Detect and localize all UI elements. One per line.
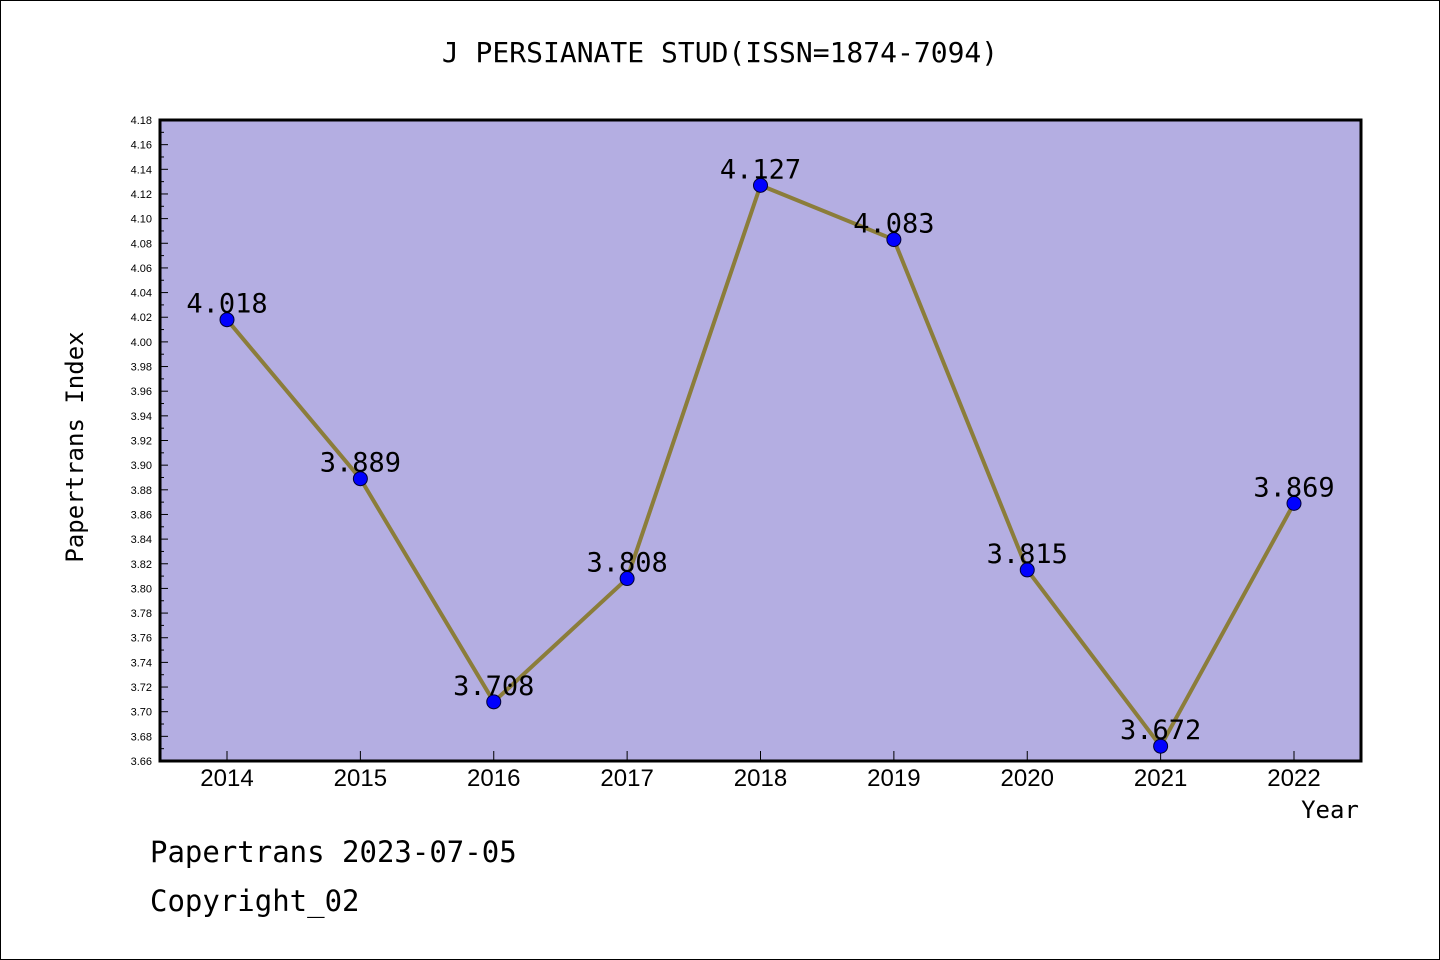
x-tick-label: 2017 (600, 765, 653, 792)
y-axis-title: Papertrans Index (61, 331, 89, 563)
y-axis: 3.66 3.68 3.70 3.72 3.74 3.76 3.78 3.80 3.82 3.84… (131, 115, 168, 768)
data-label: 4.018 (186, 289, 267, 320)
y-tick-label: 3.84 (131, 534, 152, 546)
x-axis: 2014 2015 2016 2017 2018 2019 2020 2021 2022 (200, 751, 1321, 792)
y-tick-label: 3.92 (131, 436, 152, 448)
data-point (753, 177, 768, 193)
y-tick-label: 3.86 (131, 509, 152, 521)
y-tick-label: 4.06 (131, 263, 152, 275)
footer-copyright: Copyright_02 (150, 884, 360, 918)
y-tick-label: 3.80 (131, 583, 152, 595)
y-tick-label: 3.82 (131, 559, 152, 571)
data-point (1153, 738, 1169, 754)
y-tick-label: 4.16 (131, 140, 152, 152)
plot-border (158, 118, 1363, 763)
y-tick-label: 4.04 (131, 288, 152, 300)
y-tick-label: 4.12 (131, 189, 152, 201)
y-tick-label: 4.00 (131, 337, 152, 349)
x-tick-label: 2018 (734, 765, 787, 792)
chart-title: J PERSIANATE STUD(ISSN=1874-7094) (441, 36, 999, 69)
y-tick-label: 4.18 (131, 115, 152, 127)
y-tick-label: 4.10 (131, 214, 152, 226)
y-tick-label: 3.78 (131, 608, 152, 620)
data-point (219, 312, 235, 328)
plot-area (160, 120, 1361, 761)
x-tick-label: 2022 (1267, 765, 1320, 792)
x-axis-title: Year (1301, 796, 1359, 824)
y-tick-label: 3.90 (131, 460, 152, 472)
data-point (886, 232, 902, 248)
data-label: 3.815 (987, 539, 1068, 570)
data-point (352, 471, 368, 487)
y-tick-label: 3.94 (131, 411, 152, 423)
y-tick-label: 3.88 (131, 485, 152, 497)
data-point (1286, 495, 1302, 511)
y-tick-label: 3.98 (131, 362, 152, 374)
data-label: 3.869 (1253, 472, 1334, 503)
data-point (1019, 562, 1035, 578)
data-point (486, 694, 502, 710)
y-tick-label: 3.76 (131, 633, 152, 645)
data-label: 3.672 (1120, 715, 1201, 746)
series-layer: 4.018 3.889 3.708 3.808 4.127 4.083 3.815 3.672… (186, 154, 1335, 754)
y-tick-label: 4.14 (131, 164, 152, 176)
x-tick-label: 2020 (1001, 765, 1054, 792)
x-tick-label: 2014 (200, 765, 253, 792)
x-tick-label: 2016 (467, 765, 520, 792)
y-tick-label: 3.68 (131, 731, 152, 743)
data-label: 4.127 (720, 154, 801, 185)
y-tick-label: 3.70 (131, 707, 152, 719)
y-tick-label: 4.08 (131, 238, 152, 250)
data-point (619, 571, 635, 587)
y-tick-label: 3.66 (131, 756, 152, 768)
data-label: 4.083 (853, 209, 934, 240)
x-tick-label: 2019 (867, 765, 920, 792)
y-tick-label: 4.02 (131, 312, 152, 324)
data-label: 3.808 (586, 548, 667, 579)
y-tick-label: 3.72 (131, 682, 152, 694)
y-tick-label: 3.74 (131, 657, 152, 669)
data-label: 3.708 (453, 671, 534, 702)
x-tick-label: 2021 (1134, 765, 1187, 792)
footer-date: Papertrans 2023-07-05 (150, 835, 517, 869)
x-tick-label: 2015 (334, 765, 387, 792)
y-tick-label: 3.96 (131, 386, 152, 398)
data-label: 3.889 (320, 448, 401, 479)
